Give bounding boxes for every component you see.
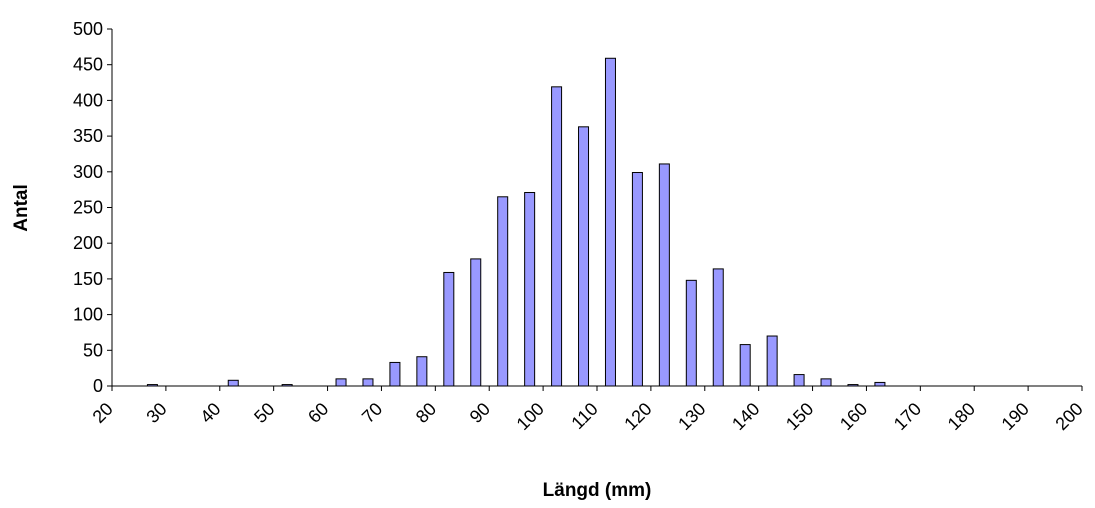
x-tick-label: 200 (1051, 399, 1086, 434)
x-tick-label: 20 (89, 399, 117, 427)
x-tick-label: 40 (196, 399, 224, 427)
bar (335, 378, 347, 387)
x-tick-label: 90 (466, 399, 494, 427)
x-tick-label: 50 (250, 399, 278, 427)
y-tick-label: 350 (73, 126, 103, 146)
y-tick-label: 50 (83, 340, 103, 360)
x-tick-label: 110 (567, 399, 601, 433)
bar (604, 57, 616, 387)
bar (389, 361, 401, 387)
bar (793, 374, 805, 387)
bar (362, 378, 374, 387)
bar (227, 379, 239, 387)
x-ticks-layer: 20 30 40 50 60 70 80 90 100 110 120 130 140 150 160 170… (89, 386, 1087, 434)
bar (578, 126, 590, 387)
x-tick-label: 70 (358, 399, 386, 427)
x-tick-label: 30 (142, 399, 170, 427)
bar (443, 271, 455, 387)
bar (551, 86, 563, 387)
x-tick-label: 190 (998, 399, 1033, 434)
x-axis-title: Längd (mm) (543, 480, 652, 501)
bars-layer (146, 57, 886, 387)
x-tick-label: 60 (304, 399, 332, 427)
bar (685, 279, 697, 387)
bar (416, 356, 428, 387)
bar (631, 172, 643, 387)
y-axis-title: Antal (11, 184, 32, 232)
bar (874, 381, 886, 387)
x-tick-label: 170 (890, 399, 925, 434)
x-tick-label: 120 (620, 399, 655, 434)
y-tick-label: 200 (73, 233, 103, 253)
bar (766, 335, 778, 387)
bar (497, 196, 509, 387)
y-tick-label: 450 (73, 55, 103, 75)
bar (712, 268, 724, 387)
y-tick-label: 300 (73, 162, 103, 182)
bar (658, 163, 670, 387)
x-tick-label: 130 (674, 399, 709, 434)
bar (739, 344, 751, 387)
axes-layer (111, 29, 1082, 387)
y-tick-label: 0 (93, 376, 103, 396)
y-tick-label: 150 (73, 269, 103, 289)
y-tick-label: 100 (73, 305, 103, 325)
x-tick-label: 100 (513, 399, 548, 434)
y-ticks-layer: 0 50 100 150 200 250 300 350 400 450 500 (73, 19, 112, 396)
x-tick-label: 140 (728, 399, 763, 434)
bar (470, 258, 482, 387)
x-tick-label: 160 (836, 399, 871, 434)
y-tick-label: 400 (73, 90, 103, 110)
y-tick-label: 250 (73, 198, 103, 218)
bar (820, 378, 832, 387)
x-tick-label: 150 (782, 399, 817, 434)
x-tick-label: 180 (944, 399, 979, 434)
y-tick-label: 500 (73, 19, 103, 39)
x-tick-label: 80 (412, 399, 440, 427)
bar (524, 192, 536, 387)
